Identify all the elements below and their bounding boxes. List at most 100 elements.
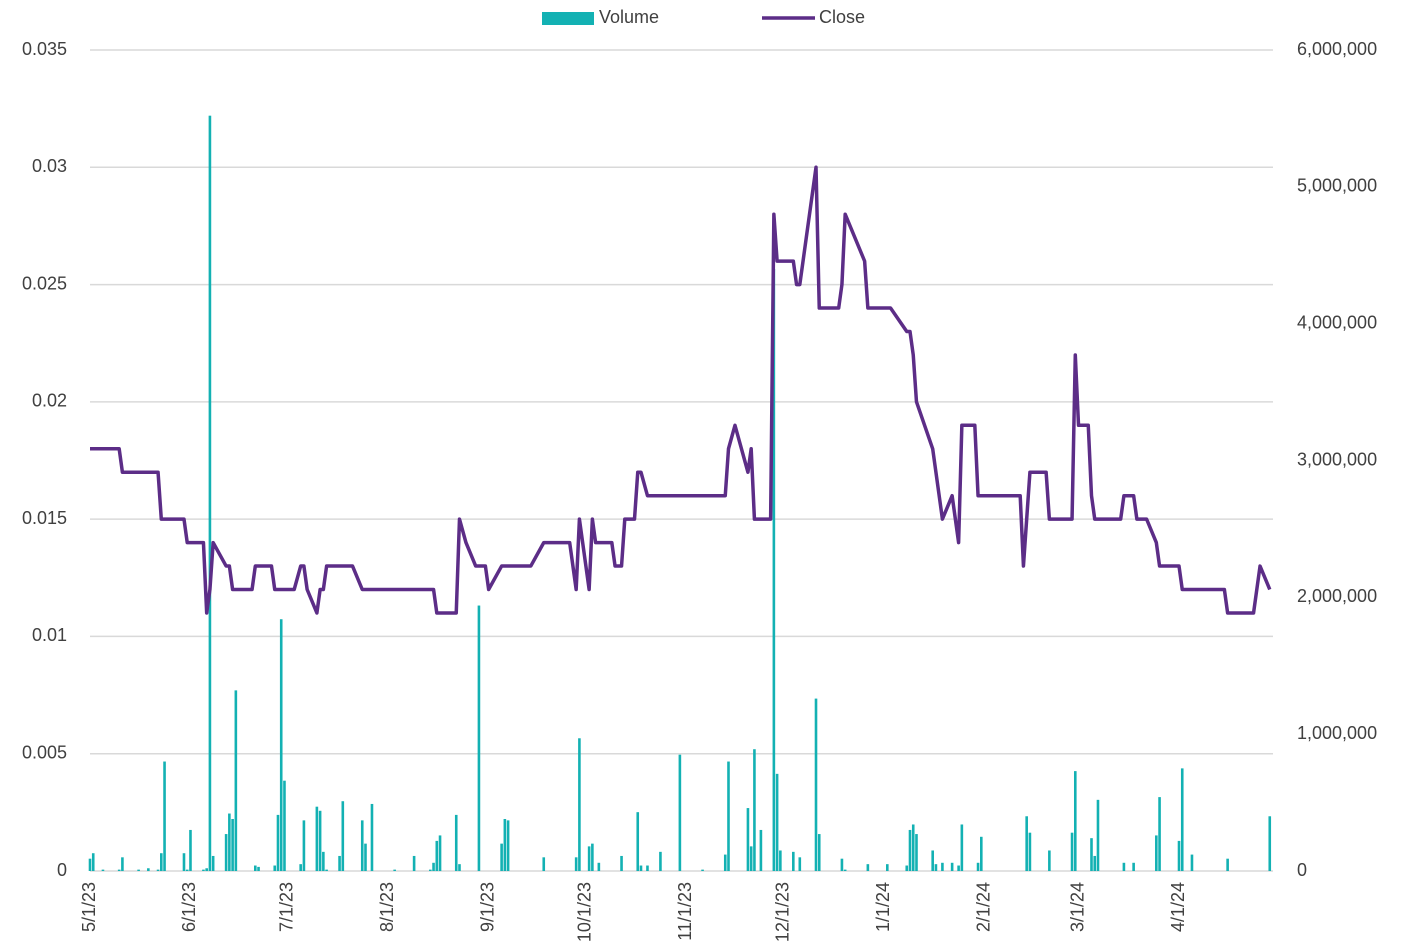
y2-tick-label: 1,000,000 (1297, 723, 1377, 743)
volume-bar (182, 853, 186, 871)
volume-bar (299, 864, 302, 871)
volume-bar (208, 115, 212, 872)
volume-bar (941, 862, 944, 871)
volume-bar (1132, 862, 1135, 871)
volume-bar (1177, 840, 1181, 871)
legend-label: Close (819, 7, 865, 27)
x-tick-label: 11/1/23 (675, 882, 695, 941)
y-tick-label: 0.005 (22, 742, 67, 762)
volume-bar (1073, 771, 1077, 871)
volume-bar (88, 858, 92, 871)
volume-bar (302, 820, 306, 871)
volume-bar (205, 868, 208, 871)
volume-bar (412, 855, 416, 871)
volume-bar (322, 851, 325, 871)
x-tick-label: 6/1/23 (179, 882, 199, 932)
volume-bar (438, 835, 442, 871)
y2-tick-label: 2,000,000 (1297, 586, 1377, 606)
volume-bar (477, 605, 481, 871)
x-tick-label: 9/1/23 (477, 882, 497, 932)
volume-bar (224, 834, 228, 871)
y2-tick-label: 3,000,000 (1297, 449, 1377, 469)
volume-bar (915, 834, 918, 871)
volume-bar (503, 819, 507, 871)
volume-bar (597, 862, 601, 871)
y2-tick-label: 4,000,000 (1297, 312, 1377, 332)
volume-bar (257, 866, 260, 871)
y-tick-label: 0.015 (22, 508, 67, 528)
volume-bar (283, 780, 286, 871)
volume-bar (228, 813, 231, 871)
volume-bar (866, 864, 870, 871)
volume-bar (458, 864, 461, 871)
volume-bar (1093, 855, 1097, 871)
volume-bar (814, 698, 818, 871)
volume-bar (234, 690, 238, 871)
volume-bar (701, 869, 704, 871)
y2-tick-label: 5,000,000 (1297, 176, 1377, 196)
x-tick-label: 10/1/23 (575, 882, 595, 942)
volume-bar (1028, 832, 1032, 871)
volume-bar (587, 846, 591, 871)
volume-bar (886, 864, 889, 871)
volume-bar (393, 869, 396, 871)
volume-bar (160, 853, 163, 871)
volume-bars (88, 115, 1272, 872)
volume-bar (840, 858, 844, 871)
x-tick-label: 4/1/24 (1168, 882, 1188, 932)
volume-bar (542, 857, 546, 871)
x-tick-label: 5/1/23 (79, 882, 99, 932)
volume-bar (1158, 797, 1161, 871)
volume-bar (636, 812, 640, 871)
volume-bar (318, 810, 322, 871)
volume-bar (435, 840, 439, 871)
volume-bar (364, 843, 367, 871)
x-tick-label: 12/1/23 (772, 882, 792, 942)
volume-bar (202, 869, 205, 871)
volume-bar (137, 869, 140, 871)
y-tick-label: 0.035 (22, 39, 67, 59)
volume-bar (341, 801, 345, 871)
volume-bar (753, 749, 756, 871)
legend-swatch (542, 12, 594, 25)
volume-bar (1122, 862, 1126, 871)
y2-tick-label: 0 (1297, 860, 1307, 880)
volume-bar (843, 869, 847, 871)
volume-bar (117, 869, 121, 871)
volume-bar (429, 869, 432, 871)
volume-bar (775, 773, 779, 871)
volume-bar (211, 855, 215, 871)
volume-bar (253, 865, 257, 871)
volume-bar (727, 761, 730, 871)
volume-bar (960, 824, 964, 871)
y-tick-label: 0.02 (32, 391, 67, 411)
volume-bar (360, 820, 364, 871)
volume-bar (957, 865, 960, 871)
volume-bar (1096, 799, 1100, 871)
volume-bar (723, 854, 727, 871)
volume-bar (678, 754, 682, 871)
volume-bar (620, 855, 623, 871)
volume-bar (1155, 835, 1158, 871)
volume-bar (338, 855, 341, 871)
volume-bar (911, 824, 915, 871)
volume-bar (772, 268, 776, 871)
volume-bar (273, 865, 277, 871)
volume-bar (798, 857, 802, 871)
volume-bar (325, 869, 328, 871)
volume-bar (646, 865, 649, 871)
volume-bar (370, 803, 374, 871)
volume-bar (185, 869, 189, 871)
x-tick-label: 7/1/23 (276, 882, 296, 932)
volume-bar (934, 864, 938, 871)
volume-bar (908, 829, 912, 871)
volume-bar (1025, 816, 1028, 871)
volume-bar (976, 862, 980, 871)
volume-bar (1190, 854, 1194, 871)
volume-bar (156, 869, 160, 871)
volume-bar (779, 850, 782, 871)
volume-bar (574, 857, 578, 871)
volume-bar (189, 829, 192, 871)
volume-bar (746, 808, 750, 871)
